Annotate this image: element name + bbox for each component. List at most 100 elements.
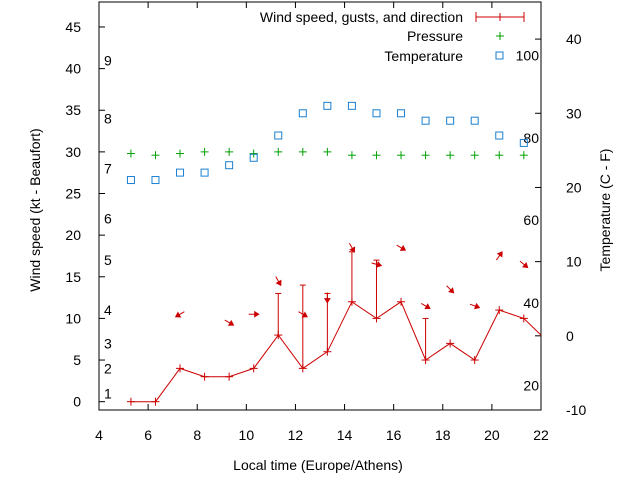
- y-tick-label: 45: [65, 19, 81, 35]
- y-tick-label: 30: [65, 144, 81, 160]
- beaufort-label: 7: [104, 161, 112, 177]
- x-tick-label: 14: [337, 427, 353, 443]
- temperature-point: [372, 109, 381, 118]
- wind-direction-arrow: [519, 260, 529, 269]
- wind-direction-arrow: [495, 251, 503, 261]
- temperature-point: [298, 109, 307, 118]
- x-tick-label: 18: [435, 427, 451, 443]
- wind-speed-point: [151, 397, 160, 406]
- temperature-point: [397, 109, 406, 118]
- plot-border: [98, 1, 542, 411]
- legend-temperature-label: Temperature: [384, 48, 463, 64]
- plot-frame: [98, 1, 542, 411]
- temperature-point: [200, 168, 209, 177]
- temperature-point: [519, 138, 528, 147]
- temperature-point: [274, 131, 283, 140]
- wind-speed-point: [495, 306, 504, 315]
- beaufort-label: 5: [104, 252, 112, 268]
- y2-tick-label: 0: [566, 328, 574, 344]
- y-axis-ticks: 0 5 10 15 20 25 30 35 40 45: [65, 19, 105, 410]
- pressure-point: [176, 149, 185, 158]
- y2-axis-ticks: -10 0 10 20 30 40: [535, 31, 586, 418]
- x-axis-ticks: 4 6 8 10 12 14 16 18 20 22: [95, 2, 549, 443]
- temperature-point: [323, 101, 332, 110]
- pressure-point: [200, 147, 209, 156]
- pressure-point: [151, 151, 160, 160]
- wind-speed-point: [126, 397, 135, 406]
- legend-wind-marker: [475, 12, 525, 22]
- x-tick-label: 16: [386, 427, 402, 443]
- wind-direction-arrow: [275, 276, 282, 287]
- temperature-point: [470, 116, 479, 125]
- beaufort-label: 8: [104, 111, 112, 127]
- x-tick-label: 6: [144, 427, 152, 443]
- wind-speed-point: [200, 372, 209, 381]
- temperature-point: [421, 116, 430, 125]
- temperature-point: [176, 168, 185, 177]
- temperature-series: [126, 101, 528, 185]
- temperature-point: [151, 176, 160, 185]
- legend-wind-label: Wind speed, gusts, and direction: [260, 9, 463, 25]
- fahrenheit-label: 40: [523, 295, 539, 311]
- pressure-point: [421, 151, 430, 160]
- x-tick-label: 4: [95, 427, 103, 443]
- y-tick-label: 20: [65, 227, 81, 243]
- temperature-point: [225, 161, 234, 170]
- wind-direction-arrow: [298, 311, 308, 318]
- wind-speed-point: [446, 339, 455, 348]
- wind-direction-arrow: [421, 302, 431, 310]
- pressure-point: [249, 149, 258, 158]
- y2-tick-label: 30: [566, 105, 582, 121]
- wind-direction-arrow: [248, 310, 260, 318]
- y-tick-label: 10: [65, 310, 81, 326]
- pressure-point: [298, 147, 307, 156]
- wind-speed-point: [519, 314, 528, 323]
- pressure-point: [397, 151, 406, 160]
- y-tick-label: 0: [73, 394, 81, 410]
- legend: Wind speed, gusts, and direction Pressur…: [260, 9, 525, 64]
- legend-temperature-marker: [495, 51, 504, 60]
- fahrenheit-label: 80: [523, 130, 539, 146]
- x-tick-label: 22: [533, 427, 549, 443]
- wind-speed-point: [176, 364, 185, 373]
- wind-speed-point: [470, 356, 479, 365]
- y2-axis-title: Temperature (C - F): [597, 149, 613, 272]
- pressure-point: [126, 149, 135, 158]
- x-tick-label: 10: [239, 427, 255, 443]
- wind-direction-arrow: [224, 319, 235, 326]
- wind-direction-arrow: [174, 311, 185, 318]
- temperature-point: [347, 101, 356, 110]
- y2-tick-label: 10: [566, 254, 582, 270]
- pressure-point: [519, 151, 528, 160]
- temperature-point: [126, 176, 135, 185]
- beaufort-label: 3: [104, 335, 112, 351]
- x-tick-label: 12: [288, 427, 304, 443]
- beaufort-label: 9: [104, 52, 112, 68]
- y-tick-label: 15: [65, 269, 81, 285]
- beaufort-label: 2: [104, 360, 112, 376]
- beaufort-label: 6: [104, 210, 112, 226]
- wind-speed-point: [397, 297, 406, 306]
- wind-speed-point: [249, 364, 258, 373]
- y-tick-label: 35: [65, 102, 81, 118]
- wind-direction-arrow: [446, 285, 455, 294]
- x-tick-label: 8: [193, 427, 201, 443]
- pressure-point: [323, 147, 332, 156]
- y-tick-label: 25: [65, 186, 81, 202]
- pressure-point: [225, 147, 234, 156]
- wind-direction-arrow: [469, 302, 481, 310]
- fahrenheit-labels: 20 40 60 80 100: [516, 47, 540, 393]
- x-axis-title: Local time (Europe/Athens): [233, 457, 403, 473]
- fahrenheit-label: 60: [523, 212, 539, 228]
- wind-direction-arrow: [323, 292, 331, 304]
- pressure-point: [274, 147, 283, 156]
- wind-direction-arrow: [396, 244, 407, 251]
- fahrenheit-label: 20: [523, 378, 539, 394]
- y2-tick-label: 40: [566, 31, 582, 47]
- y2-tick-label: 20: [566, 179, 582, 195]
- beaufort-label: 1: [104, 385, 112, 401]
- y-tick-label: 5: [73, 352, 81, 368]
- temperature-point: [446, 116, 455, 125]
- legend-pressure-marker: [496, 32, 504, 40]
